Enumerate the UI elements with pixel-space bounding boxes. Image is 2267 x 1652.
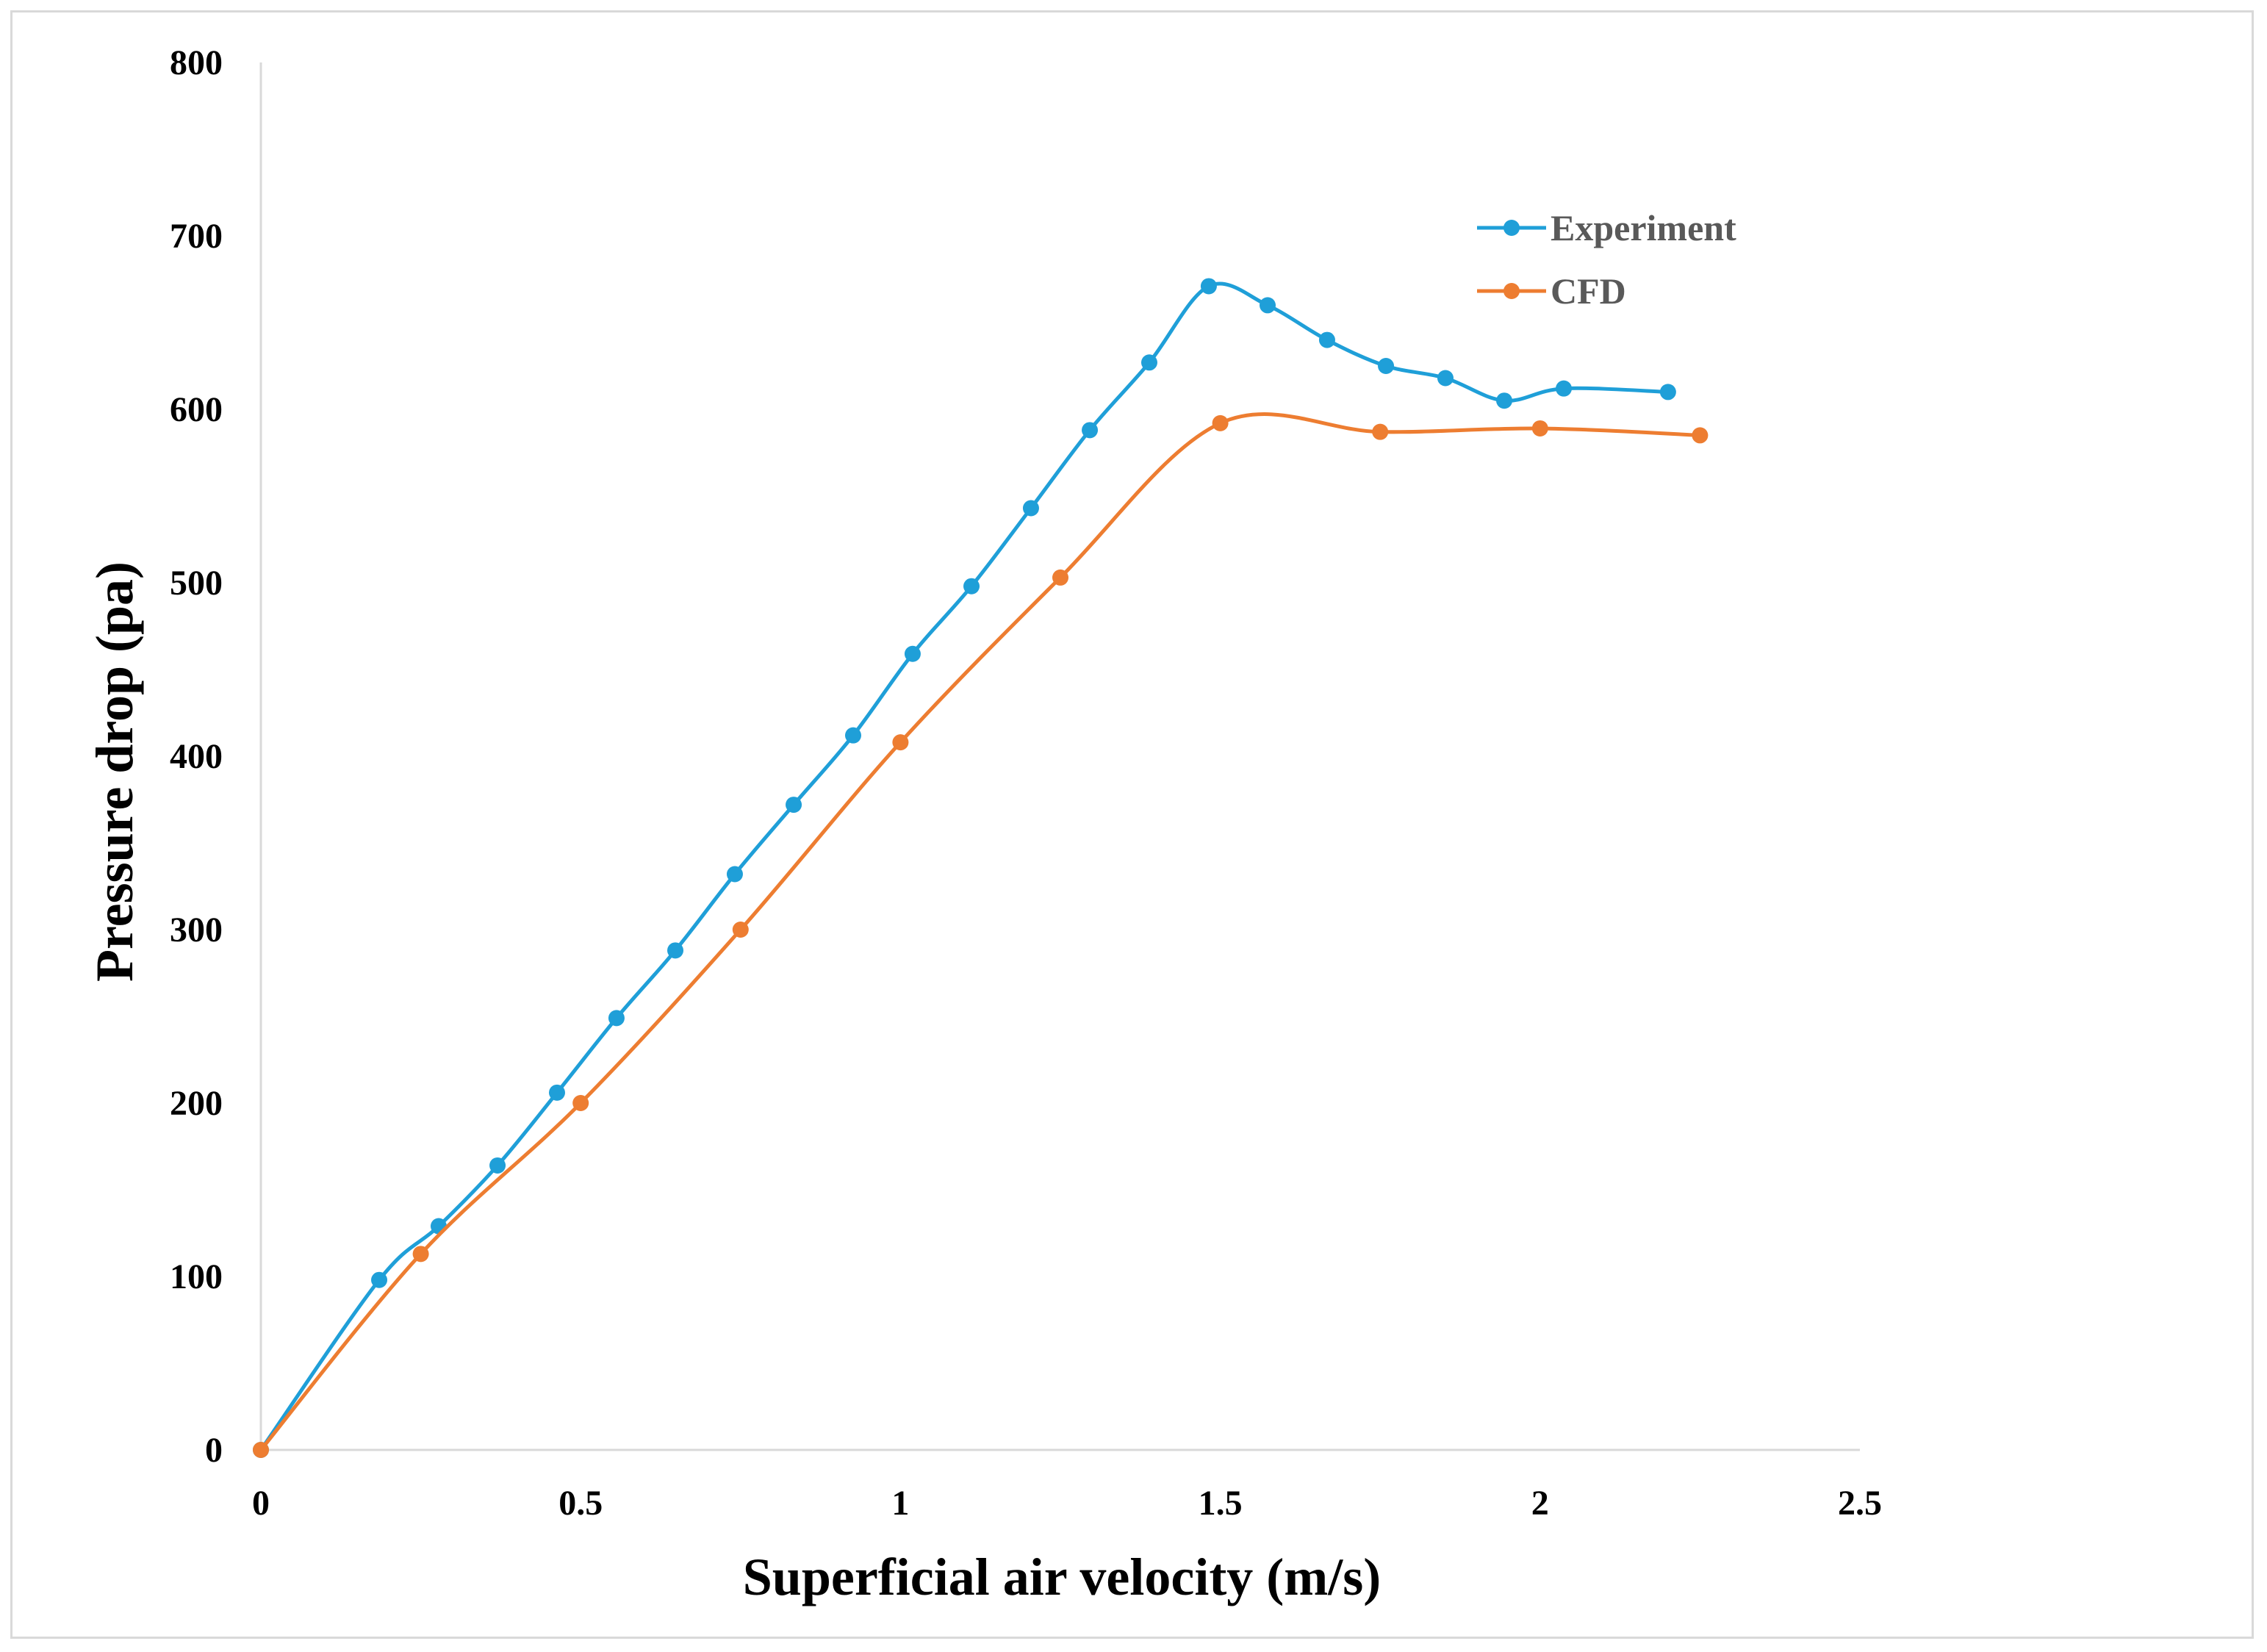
- chart-frame: [10, 10, 2254, 1639]
- x-tick-label: 2: [1531, 1484, 1549, 1523]
- y-tick-label: 200: [170, 1084, 223, 1123]
- series-line-experiment: [259, 281, 1668, 1451]
- y-tick-label: 600: [170, 390, 223, 429]
- x-tick-label: 1: [891, 1484, 909, 1523]
- data-point-experiment: [548, 1084, 565, 1101]
- x-axis-title: Superficial air velocity (m/s): [743, 1548, 1382, 1606]
- y-tick-label: 300: [170, 911, 223, 949]
- data-point-experiment: [371, 1271, 388, 1288]
- legend-item-cfd: CFD: [1477, 270, 1626, 312]
- data-point-cfd: [572, 1095, 589, 1111]
- x-tick-label: 1.5: [1199, 1484, 1243, 1523]
- data-point-experiment: [608, 1010, 625, 1027]
- y-tick-label: 100: [170, 1257, 223, 1296]
- data-point-experiment: [489, 1157, 506, 1174]
- data-point-experiment: [1496, 392, 1513, 409]
- legend-label: Experiment: [1551, 207, 1736, 248]
- legend-item-experiment: Experiment: [1477, 207, 1736, 248]
- data-point-cfd: [1052, 569, 1068, 586]
- y-tick-label: 700: [170, 217, 223, 256]
- data-point-experiment: [1022, 500, 1039, 517]
- data-point-experiment: [904, 645, 921, 662]
- data-point-cfd: [1212, 414, 1229, 431]
- data-point-experiment: [1437, 370, 1454, 387]
- data-point-cfd: [1692, 427, 1709, 444]
- data-point-cfd: [1372, 423, 1389, 440]
- data-point-experiment: [1378, 358, 1395, 374]
- x-tick-label: 0: [252, 1484, 270, 1523]
- data-point-experiment: [963, 578, 980, 595]
- series-experiment: [253, 278, 1676, 1458]
- x-tick-label: 0.5: [558, 1484, 603, 1523]
- x-tick-label: 2.5: [1838, 1484, 1882, 1523]
- legend-label: CFD: [1551, 270, 1626, 312]
- y-tick-label: 0: [205, 1431, 223, 1470]
- data-point-experiment: [667, 942, 684, 959]
- series-line-cfd: [259, 412, 1700, 1451]
- data-point-experiment: [1556, 380, 1573, 397]
- data-point-cfd: [1531, 420, 1548, 437]
- data-point-cfd: [412, 1246, 429, 1263]
- data-point-experiment: [1200, 278, 1217, 295]
- y-axis-title: Pressure drop (pa): [85, 561, 144, 982]
- data-point-experiment: [1659, 384, 1676, 401]
- y-tick-label: 800: [170, 43, 223, 82]
- legend-swatch-marker: [1503, 220, 1520, 236]
- data-point-cfd: [253, 1442, 269, 1458]
- data-point-experiment: [1140, 354, 1157, 371]
- legend-swatch-marker: [1503, 283, 1520, 299]
- data-point-cfd: [892, 734, 909, 751]
- data-point-experiment: [1318, 331, 1335, 348]
- y-tick-label: 500: [170, 564, 223, 603]
- series-cfd: [253, 412, 1709, 1458]
- data-point-cfd: [732, 922, 749, 938]
- data-point-experiment: [1260, 297, 1276, 314]
- data-point-experiment: [786, 797, 802, 814]
- y-tick-label: 400: [170, 737, 223, 776]
- data-point-experiment: [1082, 422, 1099, 439]
- data-point-experiment: [726, 866, 743, 883]
- data-point-experiment: [844, 727, 861, 744]
